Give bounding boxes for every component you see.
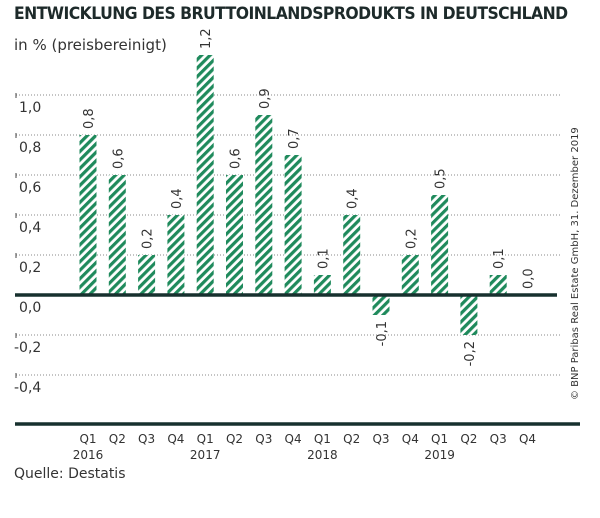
y-tick-label: 1,0 (19, 100, 41, 116)
x-tick-label: Q3 (138, 432, 155, 446)
y-tick-label: 0,4 (19, 220, 41, 236)
y-tick-label: 0,6 (19, 180, 41, 196)
copyright-note: © BNP Paribas Real Estate GmbH, 31. Deze… (570, 127, 581, 400)
data-label: 0,2 (404, 228, 419, 249)
data-label: -0,2 (463, 341, 478, 366)
y-tick-label: 0,8 (19, 140, 41, 156)
x-tick-label: Q4 (519, 432, 536, 446)
year-label: 2017 (190, 448, 221, 462)
bar (401, 255, 419, 295)
data-label: 0,1 (316, 248, 331, 269)
x-tick-label: Q1 (431, 432, 448, 446)
data-label: 0,1 (492, 248, 507, 269)
x-tick-label: Q2 (460, 432, 477, 446)
bar (343, 215, 361, 295)
data-label: 0,2 (141, 228, 156, 249)
data-label: 0,8 (82, 108, 97, 129)
x-tick-label: Q2 (226, 432, 243, 446)
y-tick-label: -0,2 (14, 340, 41, 356)
chart-subtitle: in % (preisbereinigt) (14, 36, 167, 54)
bar (79, 135, 97, 295)
data-label: 0,9 (258, 88, 273, 109)
year-label: 2018 (307, 448, 338, 462)
x-tick-label: Q4 (402, 432, 419, 446)
bar (196, 55, 214, 295)
bar (255, 115, 273, 295)
data-label: 0,7 (287, 128, 302, 149)
x-tick-label: Q2 (109, 432, 126, 446)
chart-title: ENTWICKLUNG DES BRUTTOINLANDSPRODUKTS IN… (14, 4, 568, 24)
data-label: 0,6 (229, 148, 244, 169)
bar (138, 255, 156, 295)
y-tick-label: 0,2 (19, 260, 41, 276)
bar (108, 175, 126, 295)
x-tick-label: Q1 (197, 432, 214, 446)
bar (313, 275, 331, 295)
x-tick-label: Q3 (255, 432, 272, 446)
data-label: 0,4 (346, 188, 361, 209)
source-note: Quelle: Destatis (14, 466, 126, 482)
data-label: 1,2 (199, 28, 214, 49)
year-label: 2016 (73, 448, 104, 462)
y-tick-label: -0,4 (14, 380, 41, 396)
bar (489, 275, 507, 295)
data-label: -0,1 (375, 321, 390, 346)
bar (284, 155, 302, 295)
x-tick-label: Q3 (372, 432, 389, 446)
x-tick-label: Q2 (343, 432, 360, 446)
year-label: 2019 (424, 448, 455, 462)
x-tick-label: Q1 (314, 432, 331, 446)
x-tick-label: Q4 (285, 432, 302, 446)
bar (226, 175, 243, 295)
y-tick-label: 0,0 (19, 300, 41, 316)
x-tick-label: Q3 (490, 432, 507, 446)
bar (372, 295, 390, 315)
x-tick-label: Q1 (79, 432, 96, 446)
data-label: 0,6 (111, 148, 126, 169)
data-label: 0,0 (522, 268, 537, 289)
bar (460, 295, 478, 335)
data-label: 0,5 (434, 168, 449, 189)
bar (167, 215, 185, 295)
bar (431, 195, 449, 295)
data-label: 0,4 (170, 188, 185, 209)
x-tick-label: Q4 (167, 432, 184, 446)
